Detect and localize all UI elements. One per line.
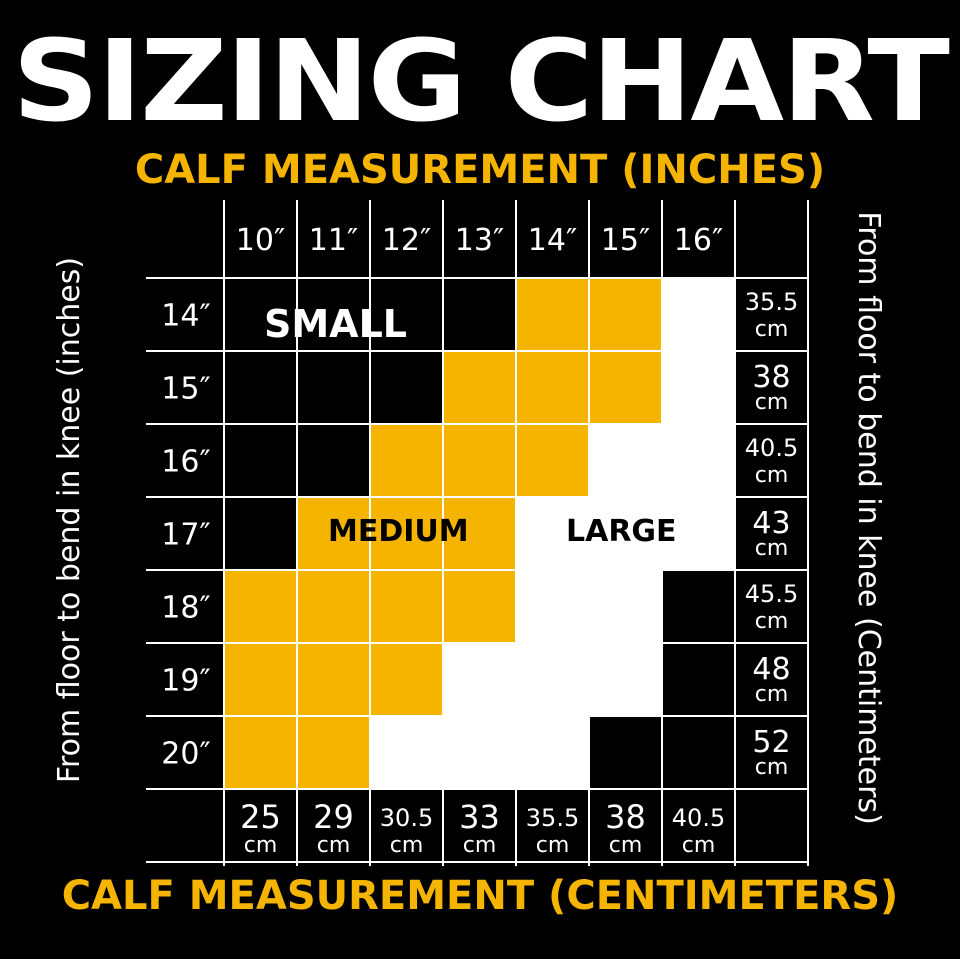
grid-cell-4-4 [516, 570, 589, 643]
grid-cell-6-6 [662, 716, 735, 789]
grid-cell-3-5 [589, 497, 662, 570]
y-tick-inches: 20″ [161, 737, 210, 772]
x-tick-cm-unit: cm [244, 833, 278, 858]
grid-cell-1-3 [443, 351, 516, 424]
x-tick-cm-unit: cm [463, 833, 497, 858]
y-tick-inches: 15″ [161, 372, 210, 407]
y-tick-cm-unit: cm [755, 317, 789, 342]
x-axis-label-centimeters: CALF MEASUREMENT (CENTIMETERS) [61, 873, 899, 919]
grid-cell-1-1 [297, 351, 370, 424]
grid-cell-4-0 [224, 570, 297, 643]
y-tick-cm-unit: cm [755, 609, 789, 634]
grid-cell-5-6 [662, 643, 735, 716]
y-tick-inches: 19″ [161, 664, 210, 699]
grid-cell-5-5 [589, 643, 662, 716]
grid-cell-6-2 [370, 716, 443, 789]
grid-cell-4-1 [297, 570, 370, 643]
size-label-small: SMALL [264, 302, 408, 346]
grid-cell-6-3 [443, 716, 516, 789]
x-tick-inches: 11″ [309, 223, 358, 258]
y-tick-cm-value: 35.5 [745, 288, 798, 316]
grid-cell-2-3 [443, 424, 516, 497]
y-tick-inches: 14″ [161, 299, 210, 334]
x-tick-cm-unit: cm [317, 833, 351, 858]
x-tick-cm-unit: cm [390, 833, 424, 858]
grid-cell-4-2 [370, 570, 443, 643]
x-tick-inches: 15″ [601, 223, 650, 258]
grid-cell-5-1 [297, 643, 370, 716]
y-tick-cm-unit: cm [755, 390, 789, 415]
grid-cell-5-0 [224, 643, 297, 716]
x-tick-inches: 10″ [236, 223, 285, 258]
grid-cell-6-4 [516, 716, 589, 789]
grid-cell-3-6 [662, 497, 735, 570]
x-tick-cm-value: 25 [240, 798, 281, 836]
x-tick-cm-unit: cm [536, 833, 570, 858]
grid-cell-2-4 [516, 424, 589, 497]
y-tick-inches: 18″ [161, 591, 210, 626]
grid-cell-3-1 [297, 497, 370, 570]
grid-cell-3-0 [224, 497, 297, 570]
grid-cell-1-2 [370, 351, 443, 424]
grid-cell-5-4 [516, 643, 589, 716]
size-label-medium: MEDIUM [328, 514, 469, 549]
grid-cell-4-6 [662, 570, 735, 643]
grid-cell-5-2 [370, 643, 443, 716]
grid-cell-3-3 [443, 497, 516, 570]
y-tick-cm-value: 43 [752, 506, 790, 541]
grid-cell-0-4 [516, 278, 589, 351]
x-tick-inches: 13″ [455, 223, 504, 258]
y-tick-inches: 16″ [161, 445, 210, 480]
chart-title: SIZING CHART [12, 17, 950, 147]
x-tick-cm-value: 38 [605, 798, 646, 836]
grid-cell-2-0 [224, 424, 297, 497]
x-tick-cm-value: 40.5 [672, 804, 725, 832]
grid-cell-1-0 [224, 351, 297, 424]
x-tick-cm-unit: cm [609, 833, 643, 858]
y-tick-cm-unit: cm [755, 682, 789, 707]
y-tick-cm-unit: cm [755, 755, 789, 780]
grid-cell-5-3 [443, 643, 516, 716]
x-tick-cm-value: 30.5 [380, 804, 433, 832]
x-tick-inches: 12″ [382, 223, 431, 258]
x-axis-label-inches: CALF MEASUREMENT (INCHES) [134, 147, 826, 193]
x-tick-inches: 16″ [674, 223, 723, 258]
y-tick-cm-value: 48 [752, 652, 790, 687]
grid-cell-6-5 [589, 716, 662, 789]
grid-cell-0-3 [443, 278, 516, 351]
y-tick-inches: 17″ [161, 518, 210, 553]
x-tick-cm-value: 35.5 [526, 804, 579, 832]
grid-cell-4-5 [589, 570, 662, 643]
y-tick-cm-value: 52 [752, 725, 790, 760]
y-tick-cm-value: 40.5 [745, 434, 798, 462]
size-label-large: LARGE [566, 514, 677, 549]
x-tick-cm-value: 29 [313, 798, 354, 836]
x-tick-cm-unit: cm [682, 833, 716, 858]
y-tick-cm-unit: cm [755, 536, 789, 561]
grid-cell-3-2 [370, 497, 443, 570]
grid-cell-0-0 [224, 278, 297, 351]
grid-cell-0-5 [589, 278, 662, 351]
x-tick-inches: 14″ [528, 223, 577, 258]
grid-cell-1-4 [516, 351, 589, 424]
grid-cell-2-5 [589, 424, 662, 497]
grid-cell-6-0 [224, 716, 297, 789]
y-tick-cm-value: 45.5 [745, 580, 798, 608]
grid-cell-1-5 [589, 351, 662, 424]
grid-cell-2-6 [662, 424, 735, 497]
grid-cell-4-3 [443, 570, 516, 643]
y-tick-cm-unit: cm [755, 463, 789, 488]
x-tick-cm-value: 33 [459, 798, 500, 836]
grid-cell-0-1 [297, 278, 370, 351]
grid-cell-6-1 [297, 716, 370, 789]
grid-cell-3-4 [516, 497, 589, 570]
grid-cell-0-2 [370, 278, 443, 351]
grid-cell-2-2 [370, 424, 443, 497]
grid-cell-2-1 [297, 424, 370, 497]
grid-cell-1-6 [662, 351, 735, 424]
grid-cell-0-6 [662, 278, 735, 351]
y-tick-cm-value: 38 [752, 360, 790, 395]
